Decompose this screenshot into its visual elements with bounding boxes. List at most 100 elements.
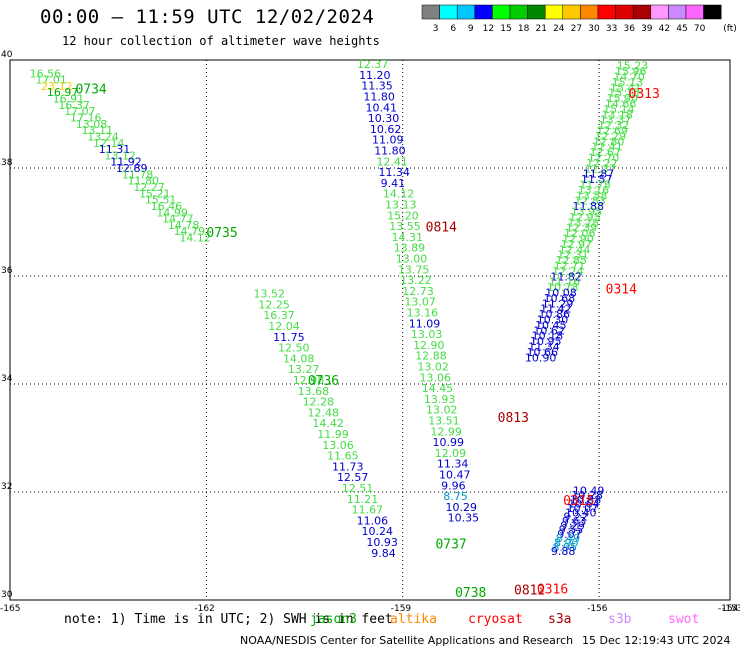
colorbar-swatch [492,4,511,20]
data-label: 11.87 [583,168,615,181]
data-label: 11.20 [359,69,391,82]
data-label: 10.90 [525,351,557,364]
data-label: 17.16 [70,112,102,125]
data-label: 9.88 [551,545,576,558]
data-label: 10.88 [570,493,602,506]
colorbar-swatch [509,4,528,20]
x-tick-label: -153 [722,604,740,614]
data-label: 16.46 [151,200,183,213]
data-label: 10.49 [573,485,605,498]
data-label: 14.42 [312,417,344,430]
data-label: 14.12 [179,232,211,245]
x-tick-label: -156 [587,604,608,614]
colorbar-swatch [544,4,564,20]
data-label: 12.31 [557,249,589,262]
data-label: 12.57 [337,471,369,484]
data-label: 15.41 [610,81,642,94]
colorbar-tick: 30 [588,24,600,34]
colorbar-tick: 15 [500,24,511,34]
data-label: 10.18 [532,330,564,343]
data-label: 15.14 [603,103,635,116]
data-label: 11.80 [363,91,395,104]
data-label: 11.42 [540,303,572,316]
y-tick-label: 36 [1,266,13,276]
time-label: 0313 [629,87,660,102]
data-label: 10.64 [568,498,600,511]
data-label: 12.44 [559,243,591,256]
data-label: 10.47 [439,469,471,482]
data-label: 11.29 [542,297,574,310]
x-tick-label: -162 [194,604,214,614]
data-label: 13.16 [407,307,439,320]
data-label: 14.79 [174,225,206,238]
time-label: 0737 [435,538,466,553]
colorbar-legend: 3 6 9 12 15 18 21 24 27 30 33 36 39 42 45 70 (ft) [421,4,737,34]
data-label: 14.66 [605,98,637,111]
data-label: 11.35 [361,80,393,93]
data-label: 13.07 [404,296,436,309]
satellite-jason3: jason3 [310,612,357,627]
data-label: 13.95 [571,206,603,219]
data-label: 12.41 [591,141,623,154]
data-label: 12.22 [586,157,618,170]
data-label: 11.78 [579,179,611,192]
data-label: 9.55 [559,524,584,537]
data-label: 12.90 [562,233,594,246]
data-label: 12.37 [357,58,389,71]
data-label: 8.49 [556,532,581,545]
time-label: 0314 [606,282,637,297]
colorbar-tick: 70 [694,24,706,34]
data-label: 9.29 [560,519,585,532]
data-label: 11.34 [437,458,469,471]
page-title: 00:00 – 11:59 UTC 12/02/2024 [40,6,375,28]
data-label: 13.02 [417,361,449,374]
data-label: 10.40 [565,506,597,519]
colorbar-tick: 42 [659,24,670,34]
data-label: 12.09 [435,447,467,460]
x-tick-label: -154 [718,604,739,614]
x-tick-label: -159 [391,604,412,614]
data-label: 10.93 [366,536,398,549]
data-label: 15.21 [139,187,171,200]
colorbar-tick: 9 [468,24,474,34]
colorbar-tick: 36 [623,24,635,34]
satellite-s3a: s3a [548,612,572,627]
data-label: 9.63 [562,515,587,528]
data-label: 12.32 [598,119,630,132]
time-label: 0738 [455,586,486,601]
data-label: 8.95 [552,541,577,554]
data-label: 10.68 [544,292,576,305]
data-label: 11.65 [327,450,359,463]
data-label: 13.13 [385,199,417,212]
data-label: 11.34 [528,341,560,354]
data-label: 15.23 [617,60,649,73]
time-label: 0813 [498,411,529,426]
data-label: 13.12 [105,149,136,162]
data-label: 13.06 [420,371,452,384]
data-label: 12.39 [566,222,598,235]
chart-marks: 16.5617.0123.1216.9716.9116.3717.0717.16… [30,58,660,601]
colorbar-swatch [421,4,440,20]
colorbar-swatch [439,4,458,20]
colorbar-tick: 24 [553,24,565,34]
data-label: 10.45 [535,319,567,332]
data-label: 13.93 [424,393,456,406]
data-label: 23.12 [41,80,73,93]
data-label: 11.06 [357,514,389,527]
colorbar-tick: 3 [433,24,439,34]
data-label: 11.75 [273,331,305,344]
time-label: 0734 [75,82,106,97]
data-label: 9.41 [381,177,406,190]
data-label: 10.24 [361,525,393,538]
colorbar-swatch [527,4,546,20]
footer-credit: NOAA/NESDIS Center for Satellite Applica… [240,634,574,647]
data-label: 10.95 [530,335,562,348]
colorbar-unit: (ft) [723,24,737,34]
data-label: 12.88 [415,350,447,363]
data-label: 12.29 [595,130,627,143]
data-label: 14.08 [283,352,315,365]
data-label: 10.66 [527,346,559,359]
data-label: 13.18 [601,108,633,121]
data-label: 13.75 [398,263,430,276]
